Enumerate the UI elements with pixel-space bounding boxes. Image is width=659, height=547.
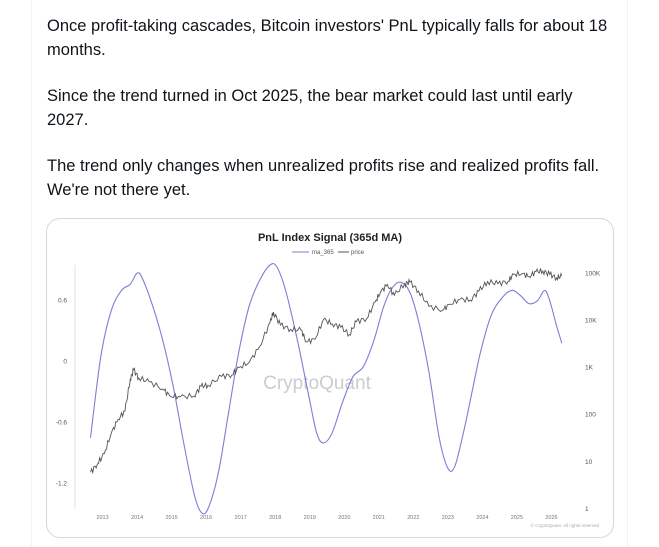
tweet-text: Once profit-taking cascades, Bitcoin inv… (47, 14, 617, 224)
x-tick-label: 2024 (476, 515, 488, 521)
right-tick-label: 1K (585, 365, 594, 372)
x-axis-ticks: 2013 2014 2015 2016 2017 2018 2019 2020 2021 2022… (96, 515, 557, 521)
x-tick-label: 2015 (165, 515, 177, 521)
chart-title: PnL Index Signal (365d MA) (258, 232, 402, 244)
tweet-media-image[interactable]: PnL Index Signal (365d MA) ma_365 price … (46, 218, 614, 538)
x-tick-label: 2022 (407, 515, 419, 521)
series-line-ma-365 (89, 263, 563, 515)
right-tick-label: 10 (585, 459, 593, 466)
left-tick-label: -0.6 (56, 420, 68, 427)
series-line-price (90, 267, 563, 475)
chart-legend: ma_365 price (292, 250, 365, 256)
x-tick-label: 2020 (338, 515, 350, 521)
right-tick-label: 10K (585, 317, 597, 324)
legend-label-ma-365: ma_365 (312, 250, 334, 256)
x-tick-label: 2017 (235, 515, 247, 521)
pnl-index-chart: PnL Index Signal (365d MA) ma_365 price … (56, 232, 601, 528)
legend-label-price: price (351, 250, 365, 256)
x-tick-label: 2025 (511, 515, 523, 521)
left-tick-label: 0 (63, 359, 67, 366)
x-tick-label: 2013 (96, 515, 108, 521)
right-tick-label: 1 (585, 506, 589, 513)
column-border-left (31, 0, 32, 547)
x-tick-label: 2018 (269, 515, 281, 521)
x-tick-label: 2026 (545, 515, 557, 521)
right-tick-label: 100K (585, 270, 601, 277)
left-axis-ticks: 0.6 0 -0.6 -1.2 (56, 298, 68, 488)
left-tick-label: 0.6 (58, 298, 67, 305)
x-tick-label: 2021 (373, 515, 385, 521)
right-axis-ticks: 100K 10K 1K 100 10 1 (585, 270, 601, 513)
x-tick-label: 2016 (200, 515, 212, 521)
x-tick-label: 2023 (442, 515, 454, 521)
left-tick-label: -1.2 (56, 481, 68, 488)
tweet-paragraph-3: The trend only changes when unrealized p… (47, 157, 600, 199)
column-border-right (627, 0, 628, 547)
chart-credit: © CryptoQuant. All rights reserved (531, 522, 600, 528)
x-tick-label: 2014 (131, 515, 143, 521)
x-tick-label: 2019 (304, 515, 316, 521)
tweet-paragraph-1: Once profit-taking cascades, Bitcoin inv… (47, 17, 608, 59)
right-tick-label: 100 (585, 412, 596, 419)
cryptoquant-watermark: CryptoQuant (263, 373, 371, 394)
tweet-paragraph-2: Since the trend turned in Oct 2025, the … (47, 87, 573, 129)
